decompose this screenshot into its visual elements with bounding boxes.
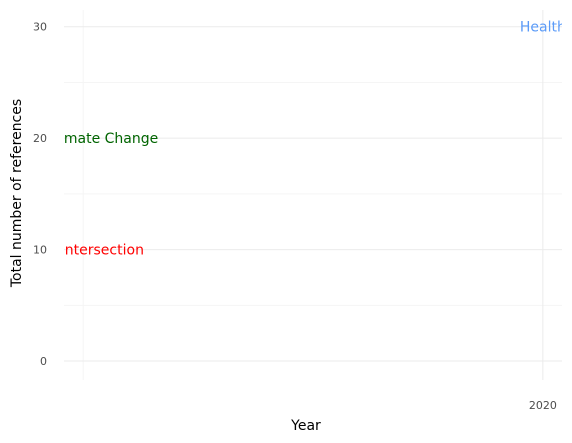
minor-gridlines [64, 10, 562, 380]
x-tick-label: 2020 [529, 399, 557, 412]
y-tick-label: 10 [33, 244, 47, 257]
series-label: Climate Change [46, 131, 158, 147]
y-tick-label: 20 [33, 132, 47, 145]
y-axis-title: Total number of references [9, 99, 25, 288]
x-axis-ticks: 2020 [529, 399, 557, 412]
x-axis-title: Year [290, 418, 321, 434]
series-labels: Health Climate Change Intersection [46, 20, 566, 259]
y-tick-label: 0 [40, 355, 47, 368]
series-label: Intersection [61, 243, 144, 259]
series-label: Health [520, 20, 566, 36]
y-axis-ticks: 0 10 20 30 [33, 21, 47, 368]
y-tick-label: 30 [33, 21, 47, 34]
major-gridlines [64, 10, 562, 380]
